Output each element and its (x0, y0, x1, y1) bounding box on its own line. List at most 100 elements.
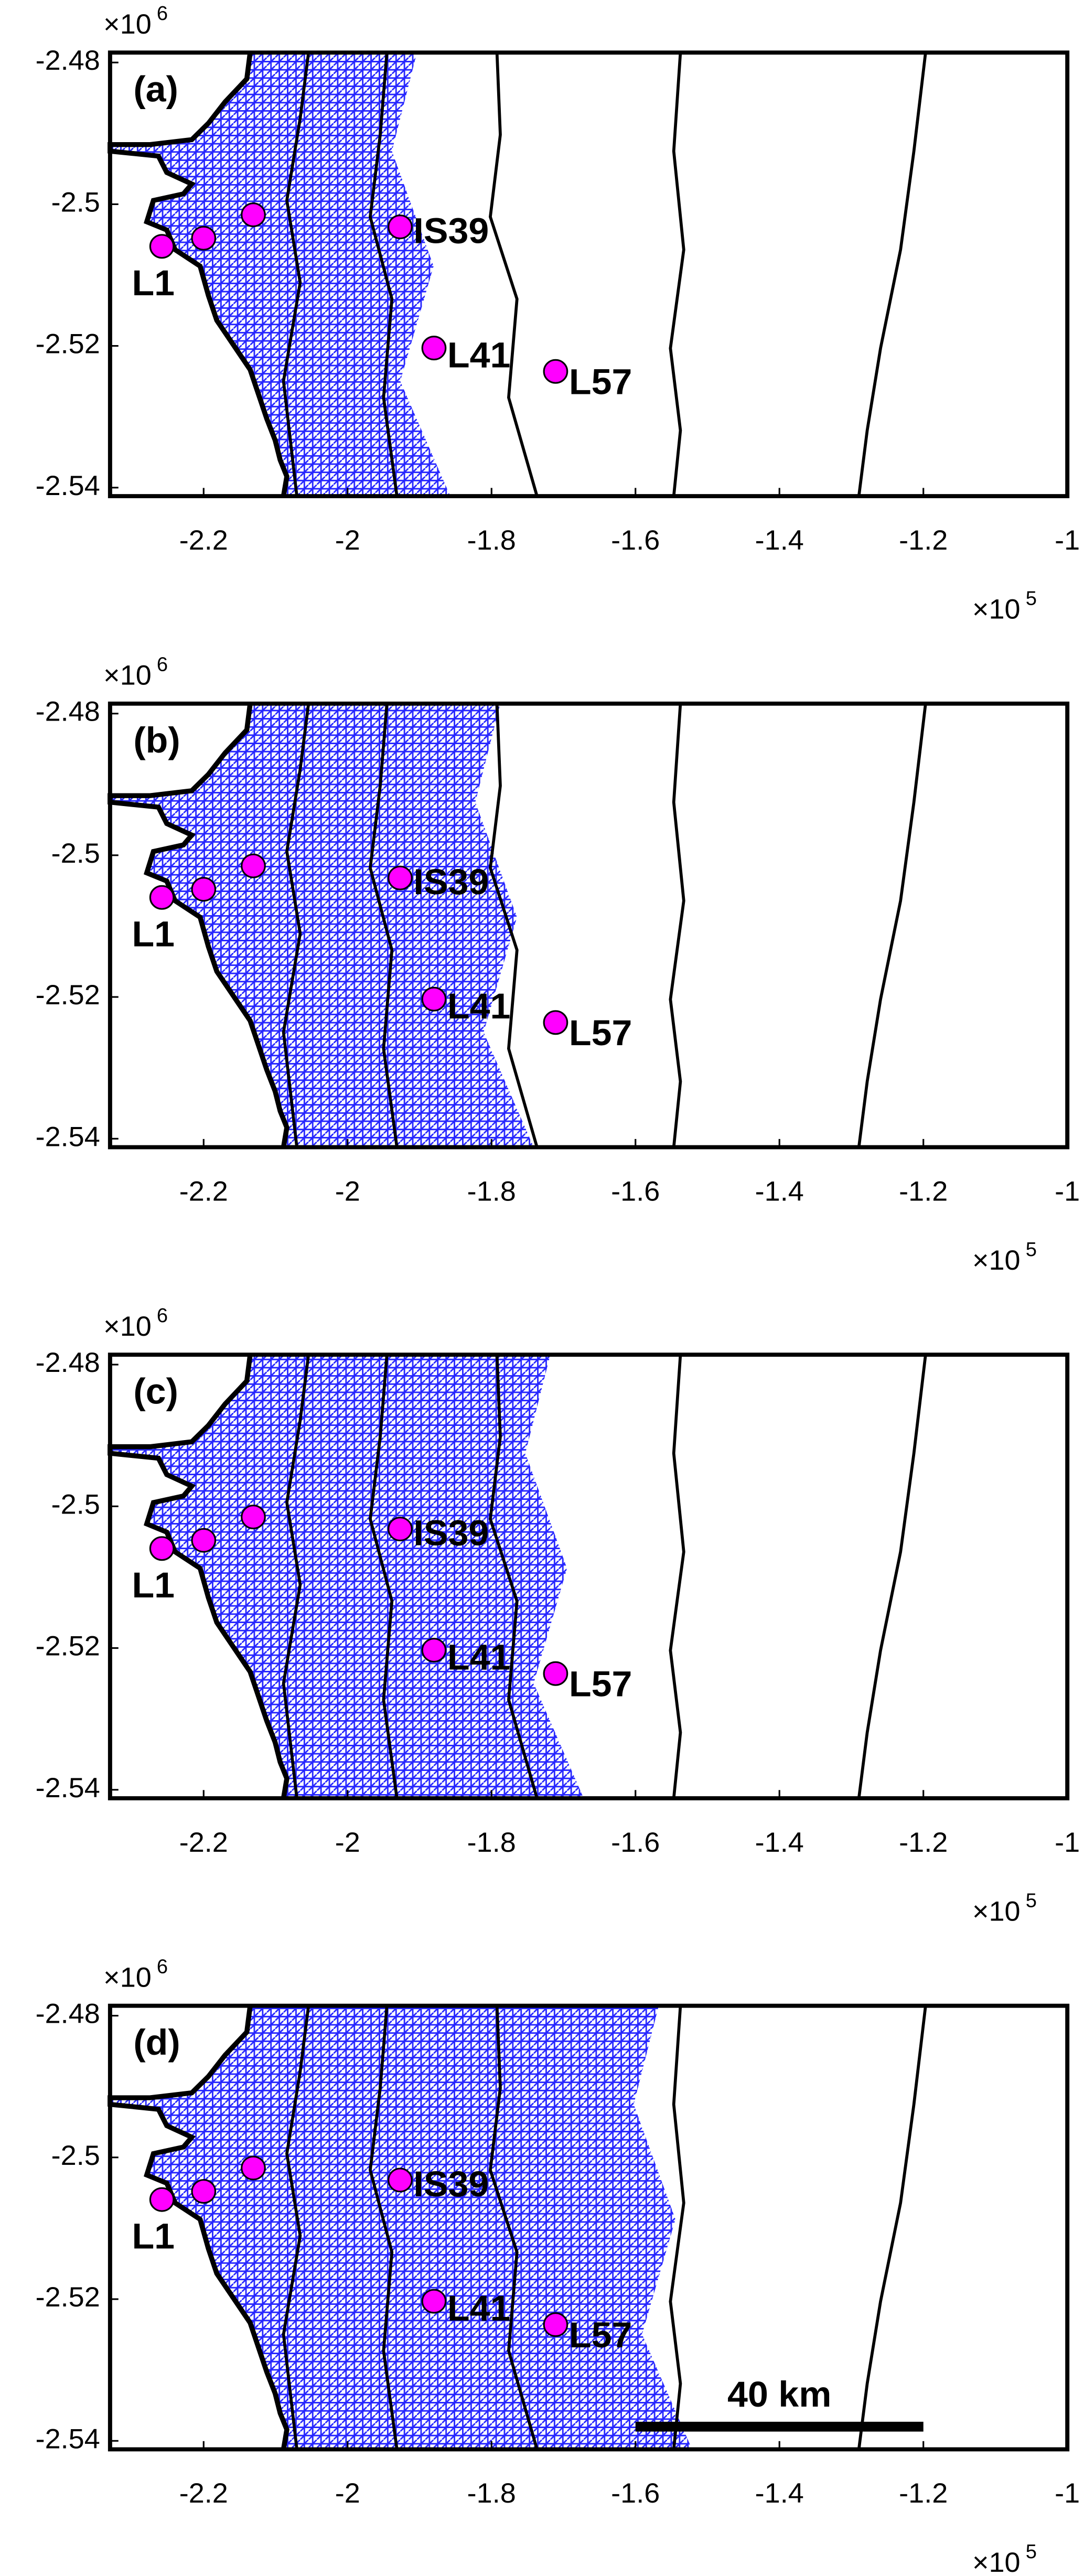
y-tick-label: -2.48 (36, 696, 100, 727)
contour-line (857, 1354, 927, 1799)
station (241, 1505, 266, 1530)
station (149, 1536, 175, 1561)
contour-line (857, 52, 927, 497)
y-offset: ×10 (103, 660, 152, 691)
contour-line (857, 2005, 927, 2450)
contour-line (282, 1354, 310, 1799)
y-tick-label: -2.48 (36, 1347, 100, 1379)
station (421, 2289, 447, 2314)
station (388, 1517, 413, 1542)
coastline (108, 52, 289, 497)
y-tick-label: -2.5 (51, 838, 100, 869)
station (543, 1661, 568, 1686)
x-offset-exponent: 5 (1026, 1239, 1037, 1261)
contour-line (369, 1354, 399, 1799)
velocity-field (110, 1355, 584, 1799)
contour-line (369, 703, 399, 1147)
contour-line (489, 703, 539, 1148)
station-label: L41 (447, 2288, 511, 2328)
contour-line (282, 703, 310, 1147)
x-tick-label: -1 (1055, 524, 1080, 556)
y-tick-label: -2.5 (51, 1489, 100, 1520)
panel: -2.2 -2 -1.8 -1.6 -1.4 -1.2 -1 -2.48 -2.5 -2.52 -2… (36, 1956, 1080, 2576)
contour-line (669, 52, 685, 497)
x-tick-label: -1 (1055, 2478, 1080, 2509)
x-tick-label: -1.4 (755, 524, 804, 556)
x-offset-exponent: 5 (1026, 588, 1037, 610)
axes-box (108, 1353, 1070, 1800)
station (149, 234, 175, 259)
station (191, 1528, 217, 1553)
contour-line (282, 2005, 310, 2450)
y-tick-label: -2.54 (36, 470, 100, 501)
station (149, 885, 175, 910)
x-tick-label: -1.2 (899, 1176, 948, 1207)
y-offset-exponent: 6 (157, 654, 168, 676)
station-label: L57 (569, 1663, 632, 1704)
station (241, 853, 266, 878)
station (388, 2167, 413, 2193)
x-tick-label: -2.2 (179, 1176, 228, 1207)
contour-line (669, 703, 685, 1147)
station (543, 1010, 568, 1035)
panel-label: (a) (133, 69, 178, 109)
x-tick-label: -2.2 (179, 524, 228, 556)
x-tick-label: -1.6 (611, 1827, 660, 1858)
x-offset-exponent: 5 (1026, 2541, 1037, 2563)
contour-line (857, 703, 927, 1147)
x-tick-label: -2 (335, 524, 360, 556)
y-tick-label: -2.52 (36, 328, 100, 360)
panel-label: (d) (133, 2022, 180, 2063)
station-label: L41 (447, 986, 511, 1026)
station-label: IS39 (413, 210, 489, 251)
station (543, 2312, 568, 2337)
contour-line (282, 52, 310, 497)
coastline (108, 2005, 289, 2450)
panel: -2.2 -2 -1.8 -1.6 -1.4 -1.2 -1 -2.48 -2.5 -2.52 -2… (36, 1305, 1080, 1927)
panel-label: (c) (133, 1371, 178, 1411)
x-offset-exponent: 5 (1026, 1890, 1037, 1912)
panel: -2.2 -2 -1.8 -1.6 -1.4 -1.2 -1 -2.48 -2.5 -2.52 -2… (36, 3, 1080, 625)
panel: -2.2 -2 -1.8 -1.6 -1.4 -1.2 -1 -2.48 -2.5 -2.52 -2… (36, 654, 1080, 1276)
contour-line (669, 2005, 685, 2450)
x-tick-label: -1.8 (467, 1827, 516, 1858)
x-tick-label: -1.4 (755, 1176, 804, 1207)
y-tick-label: -2.54 (36, 1121, 100, 1153)
station (421, 336, 447, 361)
station (388, 865, 413, 890)
station-label: L41 (447, 335, 511, 375)
x-tick-label: -2 (335, 1176, 360, 1207)
station-label: L57 (569, 361, 632, 402)
y-tick-label: -2.5 (51, 2140, 100, 2171)
x-tick-label: -1 (1055, 1827, 1080, 1858)
velocity-field (110, 52, 450, 497)
coastline (108, 1354, 289, 1799)
contour-line (489, 52, 539, 497)
x-tick-label: -1.6 (611, 524, 660, 556)
y-offset-exponent: 6 (157, 1305, 168, 1327)
station (241, 2155, 266, 2181)
scale-bar-label: 40 km (727, 2374, 831, 2414)
station (191, 226, 217, 251)
station-label: IS39 (413, 1512, 489, 1553)
y-tick-label: -2.48 (36, 1998, 100, 2030)
x-tick-label: -1.4 (755, 2478, 804, 2509)
station (421, 1638, 447, 1663)
x-tick-label: -1.2 (899, 2478, 948, 2509)
station (241, 202, 266, 228)
x-tick-label: -1.6 (611, 2478, 660, 2509)
coastline (108, 703, 289, 1148)
y-offset: ×10 (103, 9, 152, 40)
x-offset: ×10 (972, 594, 1021, 625)
station (421, 986, 447, 1012)
contour-line (369, 52, 399, 497)
x-tick-label: -1.2 (899, 524, 948, 556)
x-tick-label: -1.4 (755, 1827, 804, 1858)
y-tick-label: -2.52 (36, 2281, 100, 2313)
panel-label: (b) (133, 720, 180, 760)
velocity-field (110, 703, 534, 1147)
station (149, 2187, 175, 2212)
y-tick-label: -2.48 (36, 45, 100, 77)
